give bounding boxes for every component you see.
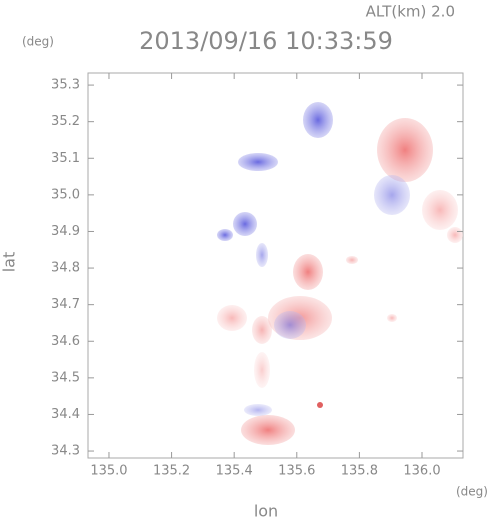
y-tick-label: 34.4 [51, 407, 80, 422]
echo [256, 243, 268, 267]
x-unit: (deg) [456, 485, 488, 499]
y-tick-label: 35.0 [51, 187, 80, 202]
plot-frame [87, 72, 464, 459]
echo [387, 314, 397, 322]
echo [217, 229, 233, 241]
echo [374, 175, 410, 215]
x-tick-label: 135.4 [216, 464, 253, 479]
y-axis-label: lat [0, 252, 19, 273]
echo [254, 352, 270, 388]
x-tick-label: 135.2 [153, 464, 190, 479]
x-axis-label: lon [254, 502, 278, 521]
echo [293, 254, 323, 290]
chart-title: 2013/09/16 10:33:59 [139, 27, 393, 55]
y-tick-label: 34.3 [51, 444, 80, 459]
axes: 135.0 135.2 135.4 135.6 135.8 136.0 34.3 34.4 34… [51, 73, 463, 479]
x-tick-label: 136.0 [403, 464, 440, 479]
echo [447, 227, 463, 243]
echo-regions [217, 102, 463, 445]
y-tick-label: 35.3 [51, 78, 80, 93]
echo [346, 256, 358, 264]
y-tick-label: 35.1 [51, 151, 80, 166]
echo [274, 311, 306, 339]
echo [377, 118, 433, 182]
echo [217, 305, 247, 331]
echo [252, 316, 272, 344]
y-tick-label: 34.5 [51, 370, 80, 385]
echo [303, 102, 333, 138]
altitude-label: ALT(km) 2.0 [366, 3, 455, 21]
echo [241, 415, 295, 445]
y-tick-label: 34.9 [51, 224, 80, 239]
echo [422, 190, 458, 230]
y-unit: (deg) [22, 35, 54, 49]
y-tick-label: 34.7 [51, 297, 80, 312]
x-tick-label: 135.6 [278, 464, 315, 479]
y-tick-label: 34.6 [51, 334, 80, 349]
echo [238, 153, 278, 171]
y-tick-label: 34.8 [51, 261, 80, 276]
echo [317, 402, 323, 408]
echo [244, 404, 272, 416]
x-tick-label: 135.8 [341, 464, 378, 479]
x-tick-label: 135.0 [90, 464, 127, 479]
y-tick-label: 35.2 [51, 114, 80, 129]
echo [233, 212, 257, 236]
